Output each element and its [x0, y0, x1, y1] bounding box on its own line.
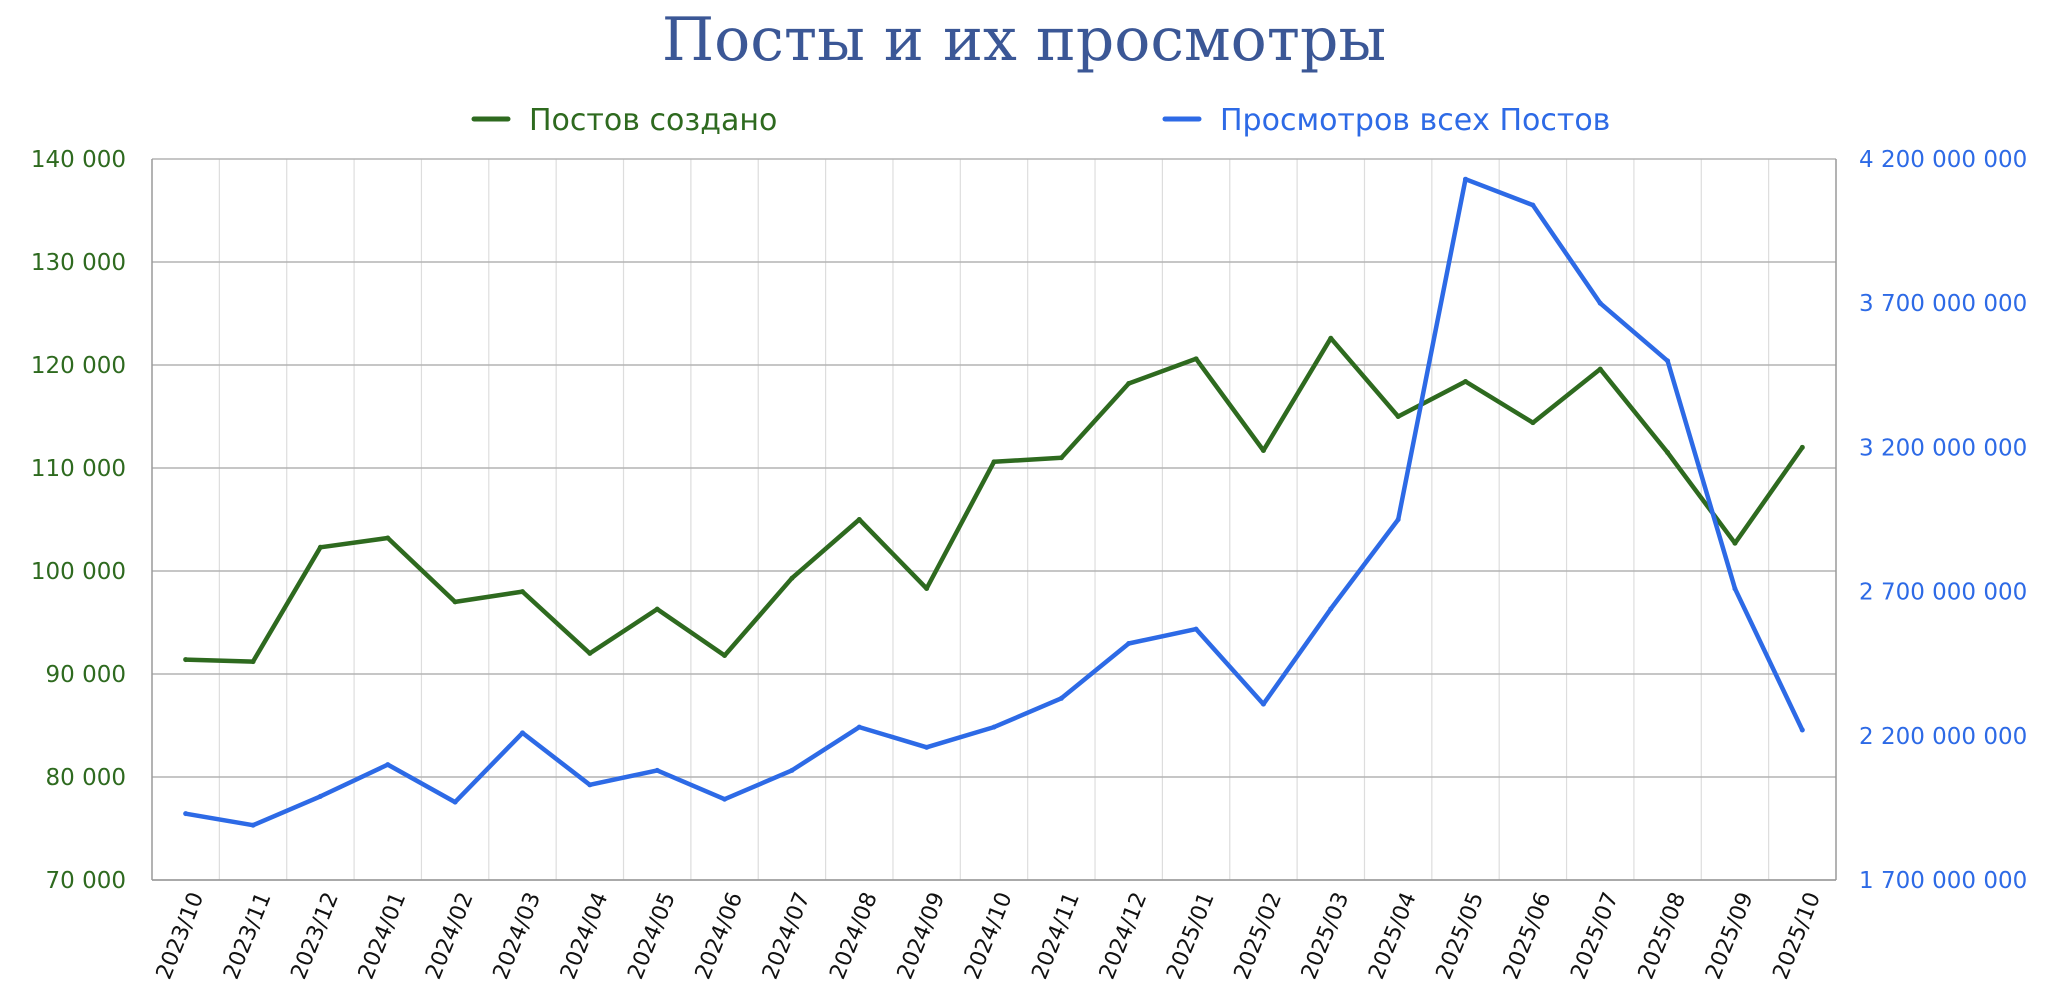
point-post-views — [1058, 695, 1064, 701]
point-posts-created — [1463, 378, 1469, 384]
y-left-tick-label: 140 000 — [31, 147, 126, 173]
y-right-tick-label: 4 200 000 000 — [1859, 147, 2027, 173]
point-post-views — [183, 811, 189, 817]
point-posts-created — [1328, 335, 1334, 341]
point-post-views — [924, 744, 930, 750]
x-tick-label: 2024/08 — [825, 889, 882, 983]
legend: Постов создано Просмотров всех Постов — [471, 103, 1610, 138]
point-post-views — [1328, 606, 1334, 612]
point-posts-created — [385, 535, 391, 541]
point-posts-created — [1530, 420, 1536, 426]
point-post-views — [1193, 626, 1199, 632]
point-post-views — [1260, 701, 1266, 707]
point-posts-created — [250, 659, 256, 665]
x-tick-label: 2025/01 — [1162, 889, 1219, 983]
x-tick-label: 2023/11 — [219, 889, 276, 983]
point-post-views — [385, 762, 391, 768]
point-post-views — [1597, 300, 1603, 306]
x-tick-label: 2025/09 — [1701, 889, 1758, 983]
point-post-views — [250, 822, 256, 828]
x-tick-label: 2024/05 — [623, 889, 680, 983]
series-line-posts-created — [183, 335, 1805, 664]
x-tick-label: 2023/10 — [152, 889, 209, 983]
y-left-tick-label: 80 000 — [46, 765, 126, 791]
point-post-views — [1665, 358, 1671, 364]
x-tick-label: 2025/05 — [1432, 889, 1489, 983]
x-tick-label: 2023/12 — [287, 889, 344, 983]
x-tick-label: 2025/08 — [1634, 889, 1691, 983]
x-tick-label: 2024/01 — [354, 889, 411, 983]
x-tick-label: 2024/12 — [1095, 889, 1152, 983]
x-tick-label: 2024/02 — [421, 889, 478, 983]
y-right-tick-label: 3 200 000 000 — [1859, 435, 2027, 461]
x-tick-label: 2025/07 — [1566, 889, 1623, 983]
series-lines — [183, 176, 1805, 828]
point-posts-created — [1597, 366, 1603, 372]
point-post-views — [1732, 586, 1738, 592]
y-left-tick-label: 90 000 — [46, 662, 126, 688]
y-right-tick-label: 2 700 000 000 — [1859, 580, 2027, 606]
point-post-views — [587, 782, 593, 788]
point-post-views — [452, 799, 458, 805]
point-post-views — [654, 767, 660, 773]
y-right-tick-label: 1 700 000 000 — [1859, 868, 2027, 894]
y-right-tick-label: 2 200 000 000 — [1859, 724, 2027, 750]
point-post-views — [1463, 176, 1469, 182]
point-posts-created — [587, 650, 593, 656]
point-posts-created — [789, 575, 795, 581]
point-posts-created — [1260, 447, 1266, 453]
y-left-tick-label: 100 000 — [31, 559, 126, 585]
point-post-views — [1395, 517, 1401, 522]
y-left-tick-label: 120 000 — [31, 353, 126, 379]
x-tick-label: 2024/09 — [893, 889, 950, 983]
point-post-views — [722, 796, 728, 802]
point-post-views — [856, 724, 862, 730]
point-post-views — [1126, 641, 1132, 647]
x-tick-label: 2024/10 — [960, 889, 1017, 983]
point-posts-created — [1732, 540, 1738, 546]
point-posts-created — [722, 652, 728, 658]
y-left-tick-label: 130 000 — [31, 250, 126, 276]
x-tick-label: 2024/07 — [758, 889, 815, 983]
chart-title: Посты и их просмотры — [662, 5, 1386, 75]
x-tick-label: 2025/04 — [1364, 889, 1421, 983]
point-post-views — [1799, 727, 1805, 733]
point-posts-created — [924, 586, 930, 592]
x-tick-label: 2024/04 — [556, 889, 613, 983]
x-tick-label: 2025/10 — [1768, 889, 1825, 983]
point-posts-created — [452, 599, 458, 605]
legend-label: Просмотров всех Постов — [1220, 103, 1610, 138]
point-posts-created — [1665, 450, 1671, 456]
point-posts-created — [654, 606, 660, 612]
point-posts-created — [519, 589, 525, 595]
y-right-tick-label: 3 700 000 000 — [1859, 291, 2027, 317]
point-post-views — [789, 767, 795, 773]
point-post-views — [519, 730, 525, 736]
x-tick-label: 2024/03 — [489, 889, 546, 983]
point-post-views — [317, 793, 323, 799]
point-post-views — [1530, 202, 1536, 208]
legend-label: Постов создано — [529, 103, 777, 138]
point-posts-created — [317, 544, 323, 550]
point-posts-created — [1395, 414, 1401, 419]
point-posts-created — [1126, 381, 1132, 387]
x-tick-label: 2024/11 — [1028, 889, 1085, 983]
point-posts-created — [856, 517, 862, 522]
y-left-tick-label: 70 000 — [46, 868, 126, 894]
point-posts-created — [183, 657, 189, 663]
point-posts-created — [991, 459, 997, 465]
point-post-views — [991, 724, 997, 730]
x-tick-label: 2025/02 — [1230, 889, 1287, 983]
point-posts-created — [1799, 444, 1805, 450]
x-tick-label: 2024/06 — [691, 889, 748, 983]
y-left-tick-label: 110 000 — [31, 456, 126, 482]
x-tick-label: 2025/03 — [1297, 889, 1354, 983]
axes — [151, 159, 1837, 881]
point-posts-created — [1058, 455, 1064, 461]
point-posts-created — [1193, 356, 1199, 362]
x-tick-label: 2025/06 — [1499, 889, 1556, 983]
